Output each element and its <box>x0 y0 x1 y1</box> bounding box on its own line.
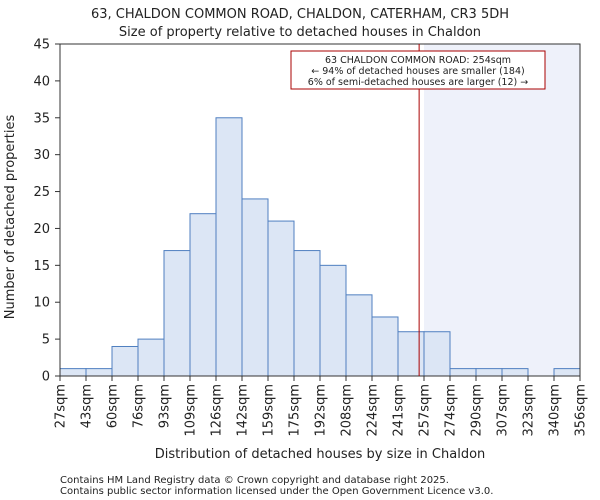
x-tick-label: 93sqm <box>158 384 173 428</box>
x-tick-label: 126sqm <box>210 384 225 437</box>
bar <box>215 117 243 377</box>
y-tick-label: 0 <box>42 370 50 385</box>
highlight-region <box>424 44 580 376</box>
bar <box>449 368 477 377</box>
footer-line-1: Contains HM Land Registry data © Crown c… <box>60 475 449 486</box>
x-tick-label: 208sqm <box>340 384 355 437</box>
y-tick-label: 35 <box>33 111 50 126</box>
x-axis-label: Distribution of detached houses by size … <box>155 447 486 462</box>
bar <box>423 331 451 377</box>
x-tick-label: 257sqm <box>418 384 433 437</box>
x-tick-label: 241sqm <box>392 384 407 437</box>
x-tick-label: 290sqm <box>470 384 485 437</box>
x-tick-label: 323sqm <box>522 384 537 437</box>
y-tick-label: 25 <box>33 185 50 200</box>
bar <box>241 198 269 377</box>
y-tick-label: 45 <box>33 38 50 53</box>
x-tick-label: 307sqm <box>496 384 511 437</box>
x-tick-label: 224sqm <box>366 384 381 437</box>
annotation-line-2: ← 94% of detached houses are smaller (18… <box>311 66 524 77</box>
y-tick-label: 40 <box>33 74 50 89</box>
x-tick-label: 76sqm <box>132 384 147 428</box>
x-tick-label: 109sqm <box>184 384 199 437</box>
bar <box>475 368 503 377</box>
y-tick-label: 5 <box>42 333 50 348</box>
plot-frame <box>59 43 581 377</box>
annotation-line-3: 6% of semi-detached houses are larger (1… <box>308 77 528 88</box>
bar <box>293 250 321 377</box>
x-tick-label: 356sqm <box>574 384 589 437</box>
bar <box>371 316 399 377</box>
y-tick-label: 10 <box>33 296 50 311</box>
bar <box>111 345 139 377</box>
bar <box>345 294 373 377</box>
bar <box>189 213 217 377</box>
x-tick-label: 274sqm <box>444 384 459 437</box>
y-axis-label: Number of detached properties <box>3 115 18 320</box>
bar <box>137 338 165 377</box>
annotation-box: 63 CHALDON COMMON ROAD: 254sqm ← 94% of … <box>290 50 546 90</box>
x-tick-label: 27sqm <box>54 384 69 428</box>
x-tick-label: 142sqm <box>236 384 251 437</box>
bar <box>319 264 347 377</box>
x-tick-label: 159sqm <box>262 384 277 437</box>
x-tick-label: 43sqm <box>80 384 95 428</box>
bar <box>397 331 425 377</box>
annotation-line-1: 63 CHALDON COMMON ROAD: 254sqm <box>325 55 511 66</box>
bar <box>85 368 113 377</box>
footer-line-2: Contains public sector information licen… <box>60 486 493 497</box>
x-tick-label: 192sqm <box>314 384 329 437</box>
bar <box>59 368 87 377</box>
bar <box>501 368 529 377</box>
chart-title: 63, CHALDON COMMON ROAD, CHALDON, CATERH… <box>91 7 509 22</box>
y-tick-label: 30 <box>33 148 50 163</box>
x-tick-label: 60sqm <box>106 384 121 428</box>
bar <box>267 220 295 377</box>
chart-subtitle: Size of property relative to detached ho… <box>119 25 481 40</box>
x-tick-label: 175sqm <box>288 384 303 437</box>
bar <box>163 250 191 377</box>
bar <box>553 368 581 377</box>
y-tick-label: 15 <box>33 259 50 274</box>
x-tick-label: 340sqm <box>548 384 563 437</box>
y-tick-label: 20 <box>33 222 50 237</box>
